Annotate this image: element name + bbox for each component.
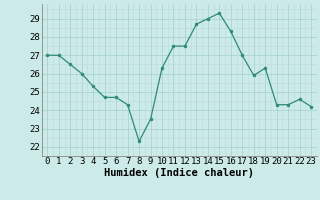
X-axis label: Humidex (Indice chaleur): Humidex (Indice chaleur) [104, 168, 254, 178]
